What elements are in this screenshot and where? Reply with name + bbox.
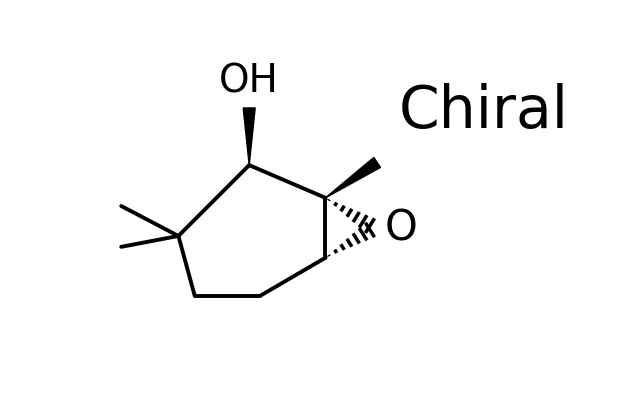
Text: Chiral: Chiral (398, 83, 568, 140)
Text: OH: OH (220, 63, 279, 100)
Polygon shape (243, 109, 255, 166)
Polygon shape (326, 158, 381, 198)
Text: O: O (384, 207, 417, 249)
